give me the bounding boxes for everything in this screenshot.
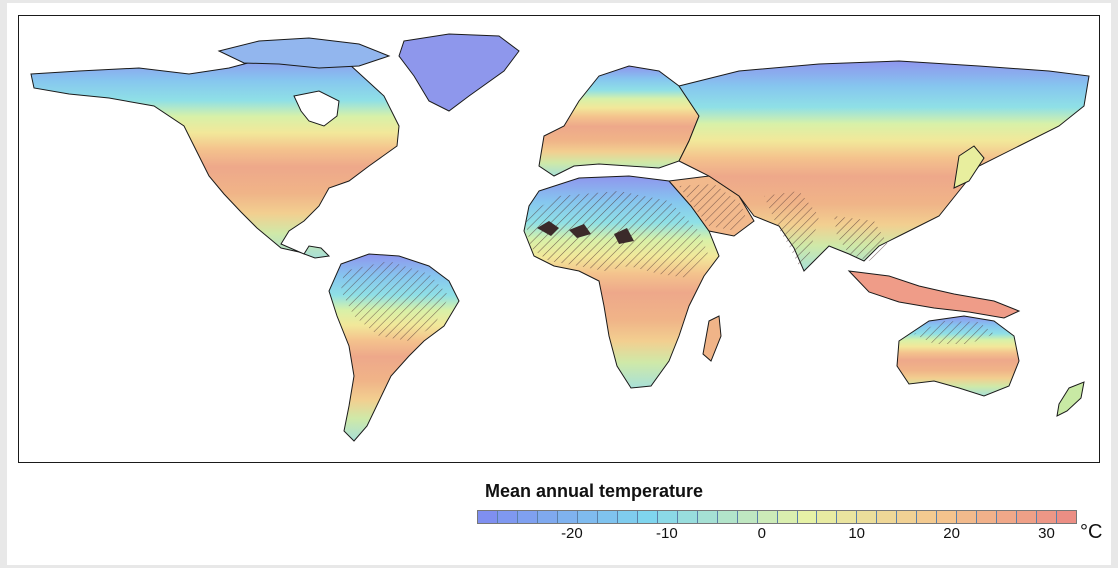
legend-swatch [957, 511, 978, 523]
legend-swatch [1037, 511, 1058, 523]
legend-swatch [677, 511, 698, 523]
legend-tick-label: -10 [655, 525, 678, 542]
southeast-asia-hatch [834, 216, 889, 261]
legend-swatch [917, 511, 938, 523]
legend-tick-label: 10 [848, 525, 866, 542]
legend-title: Mean annual temperature [485, 481, 704, 501]
europe [538, 65, 700, 177]
legend-swatch [937, 511, 958, 523]
legend-swatch [757, 511, 778, 523]
legend-swatch [657, 511, 678, 523]
legend-swatch [617, 511, 638, 523]
world-map-svg [30, 33, 1090, 442]
color-scale-bar [477, 510, 1077, 524]
legend-swatch [577, 511, 598, 523]
legend-swatch [977, 511, 998, 523]
australia-hatch [914, 321, 994, 344]
legend-swatch [637, 511, 658, 523]
legend-swatch [497, 511, 518, 523]
legend-unit: °C [1080, 521, 1103, 543]
sahel-dark-3 [614, 228, 634, 244]
greenland [398, 33, 520, 112]
indonesia [847, 270, 1021, 319]
hudson-bay [293, 90, 340, 127]
legend-swatch [717, 511, 738, 523]
legend-swatch [897, 511, 918, 523]
legend-tick-label: 20 [943, 525, 960, 542]
legend-swatch [777, 511, 798, 523]
legend-swatch [817, 511, 838, 523]
legend-swatch [697, 511, 718, 523]
legend-swatch [737, 511, 758, 523]
arabia-hatch [679, 184, 747, 230]
legend-tick-label: 0 [757, 525, 766, 542]
north-america [30, 55, 400, 259]
japan [953, 145, 985, 189]
legend-swatch [537, 511, 558, 523]
legend-tick-label: -20 [561, 525, 583, 542]
arctic-islands [217, 37, 391, 69]
india-hatch [764, 191, 819, 266]
legend-swatch [997, 511, 1018, 523]
legend-swatch [1057, 511, 1077, 523]
madagascar [702, 315, 722, 362]
legend-tick-label: 30 [1038, 525, 1055, 542]
legend-swatch [877, 511, 898, 523]
legend-swatch [1017, 511, 1038, 523]
legend-swatch [517, 511, 538, 523]
sahel-dark-2 [569, 224, 591, 238]
new-zealand [1056, 381, 1085, 417]
legend-swatch [837, 511, 858, 523]
legend-swatch [557, 511, 578, 523]
legend-swatch [478, 511, 498, 523]
south-america-hatch [341, 261, 449, 341]
legend-swatch [797, 511, 818, 523]
world-map [18, 15, 1100, 463]
figure: Mean annual temperature -20 -10 0 10 20 30 °C [7, 3, 1111, 565]
sahel-dark-1 [537, 221, 559, 236]
legend-swatch [597, 511, 618, 523]
legend-swatch [857, 511, 878, 523]
